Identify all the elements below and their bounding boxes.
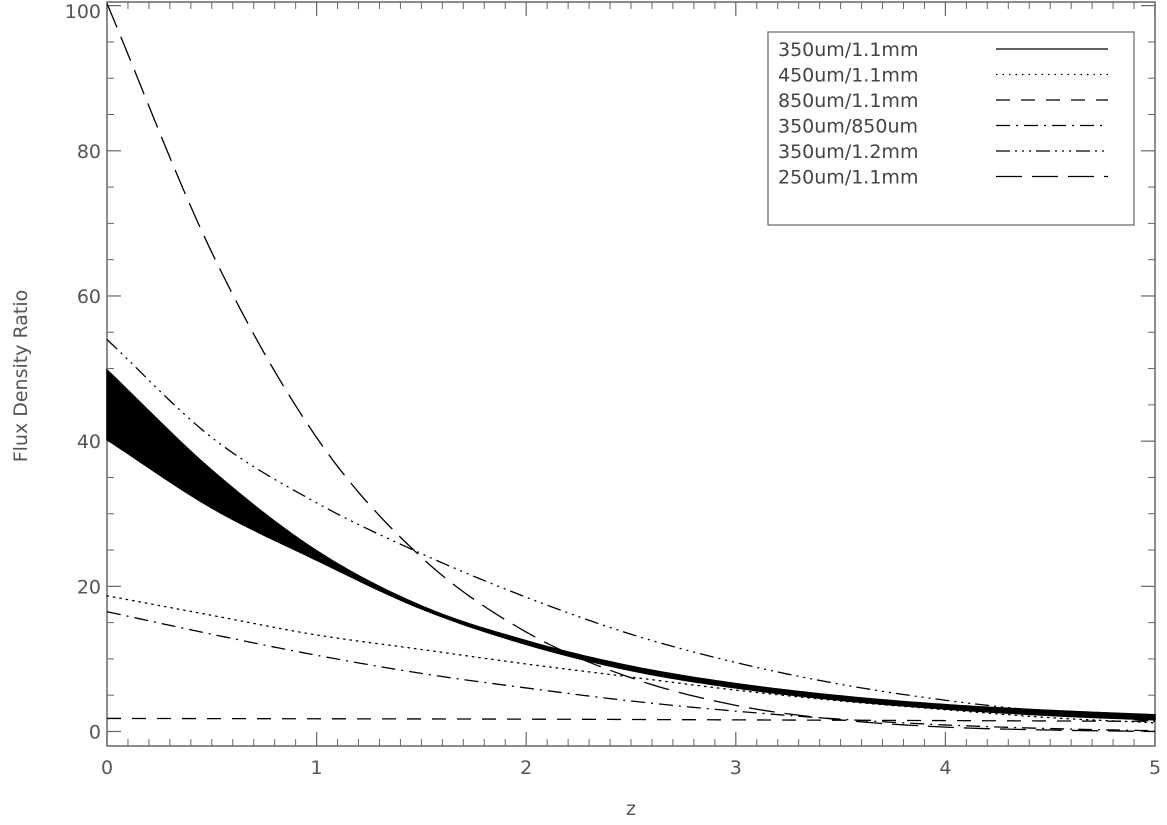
- legend: 350um/1.1mm 450um/1.1mm 850um/1.1mm 350um/8…: [767, 31, 1135, 226]
- y-tick-label: 60: [77, 286, 101, 308]
- legend-label: 850um/1.1mm: [778, 90, 918, 112]
- y-tick-label: 20: [77, 576, 101, 598]
- series-line-350um-850um: [106, 611, 1156, 732]
- series-line-250um-1-1mm: [106, 3, 1156, 733]
- series-layer: [106, 3, 1156, 733]
- x-tick-label: 2: [520, 757, 532, 779]
- legend-label: 350um/850um: [778, 116, 918, 138]
- legend-label: 250um/1.1mm: [778, 167, 918, 189]
- series-line-850um-1-1mm: [106, 717, 1156, 722]
- x-tick-label: 5: [1149, 757, 1161, 779]
- y-tick-label: 40: [77, 431, 101, 453]
- series-band-350um-1-1mm: [106, 368, 1156, 721]
- legend-box: [767, 31, 1135, 226]
- x-tick-label: 0: [101, 757, 113, 779]
- x-axis-title: z: [626, 798, 636, 820]
- axis-tick-labels: 0 1 2 3 4 5 0 20 40 60 80 100: [65, 1, 1161, 779]
- x-tick-label: 1: [311, 757, 323, 779]
- y-tick-label: 100: [65, 1, 101, 23]
- legend-label: 350um/1.1mm: [778, 39, 918, 61]
- legend-label: 350um/1.2mm: [778, 141, 918, 163]
- legend-label: 450um/1.1mm: [778, 65, 918, 87]
- x-tick-label: 3: [730, 757, 742, 779]
- y-tick-label: 80: [77, 141, 101, 163]
- series-line-350um-1-2mm: [106, 339, 1156, 722]
- series-line-450um-1-1mm: [106, 595, 1156, 724]
- x-tick-label: 4: [939, 757, 951, 779]
- y-tick-label: 0: [89, 721, 101, 743]
- y-axis-title: Flux Density Ratio: [10, 290, 32, 463]
